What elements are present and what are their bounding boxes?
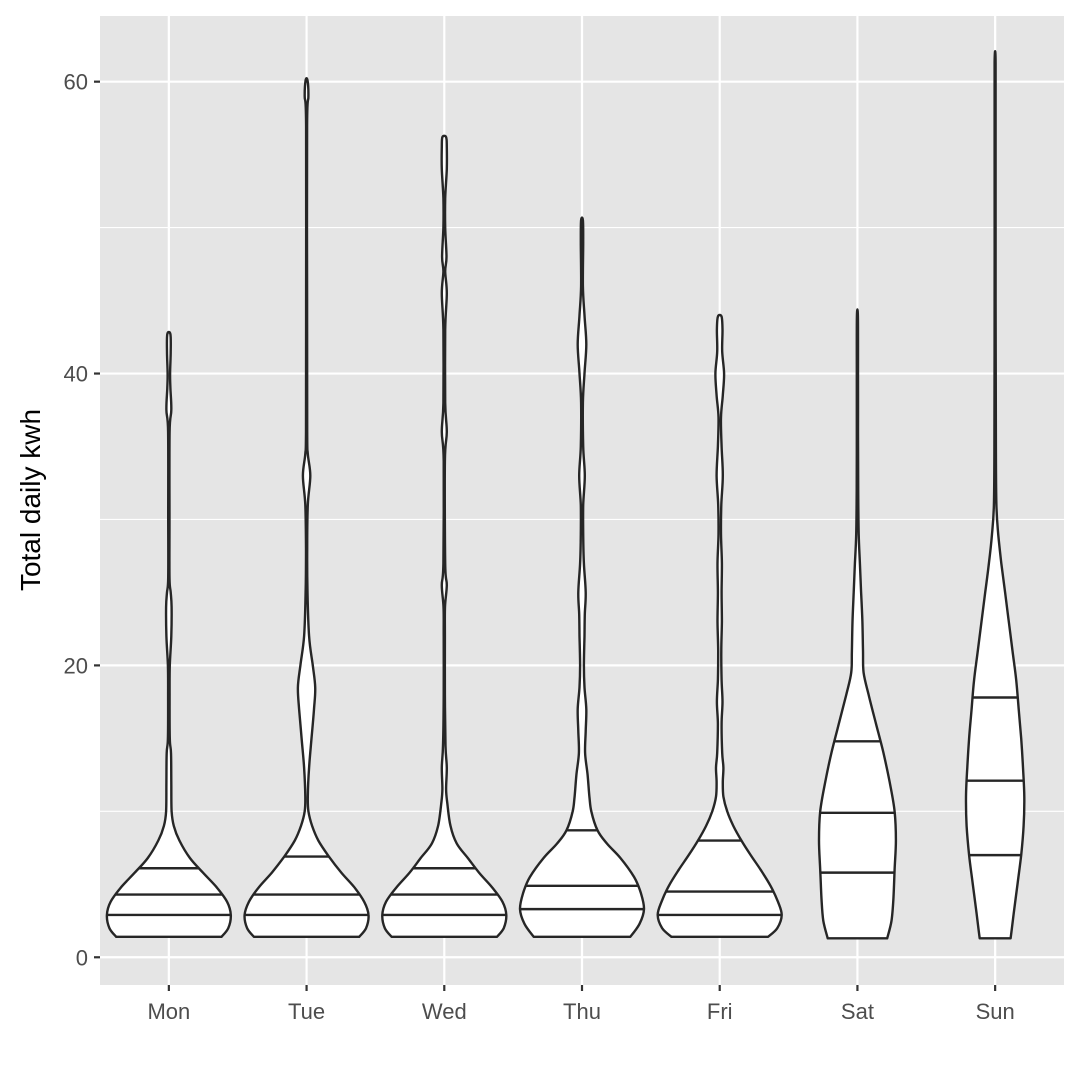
violin-body: [964, 50, 1026, 940]
x-tick-label: Wed: [422, 999, 467, 1024]
violin-body: [656, 313, 783, 938]
y-tick-label: 60: [64, 70, 88, 95]
violin-body: [518, 216, 646, 938]
y-axis-title: Total daily kwh: [15, 409, 46, 591]
y-tick-label: 0: [76, 945, 88, 970]
violin-body: [817, 308, 898, 940]
x-tick-label: Sun: [976, 999, 1015, 1024]
y-tick-label: 20: [64, 653, 88, 678]
violin-sun: [964, 50, 1026, 940]
axes: 0 20 40 60 Mon Tue Wed Thu Fri Sat Sun: [64, 70, 1015, 1024]
x-tick-label: Mon: [147, 999, 190, 1024]
violin-body: [243, 76, 370, 938]
violin-body: [105, 330, 233, 938]
x-tick-label: Sat: [841, 999, 874, 1024]
violins: [105, 50, 1026, 940]
violin-tue: [243, 76, 370, 938]
x-tick-label: Fri: [707, 999, 733, 1024]
violin-sat: [817, 308, 898, 940]
x-tick-label: Tue: [288, 999, 325, 1024]
violin-mon: [105, 330, 233, 938]
violin-thu: [518, 216, 646, 938]
violin-body: [381, 134, 508, 938]
y-tick-label: 40: [64, 362, 88, 387]
violin-fri: [656, 313, 783, 938]
x-tick-label: Thu: [563, 999, 601, 1024]
violin-wed: [381, 134, 508, 938]
